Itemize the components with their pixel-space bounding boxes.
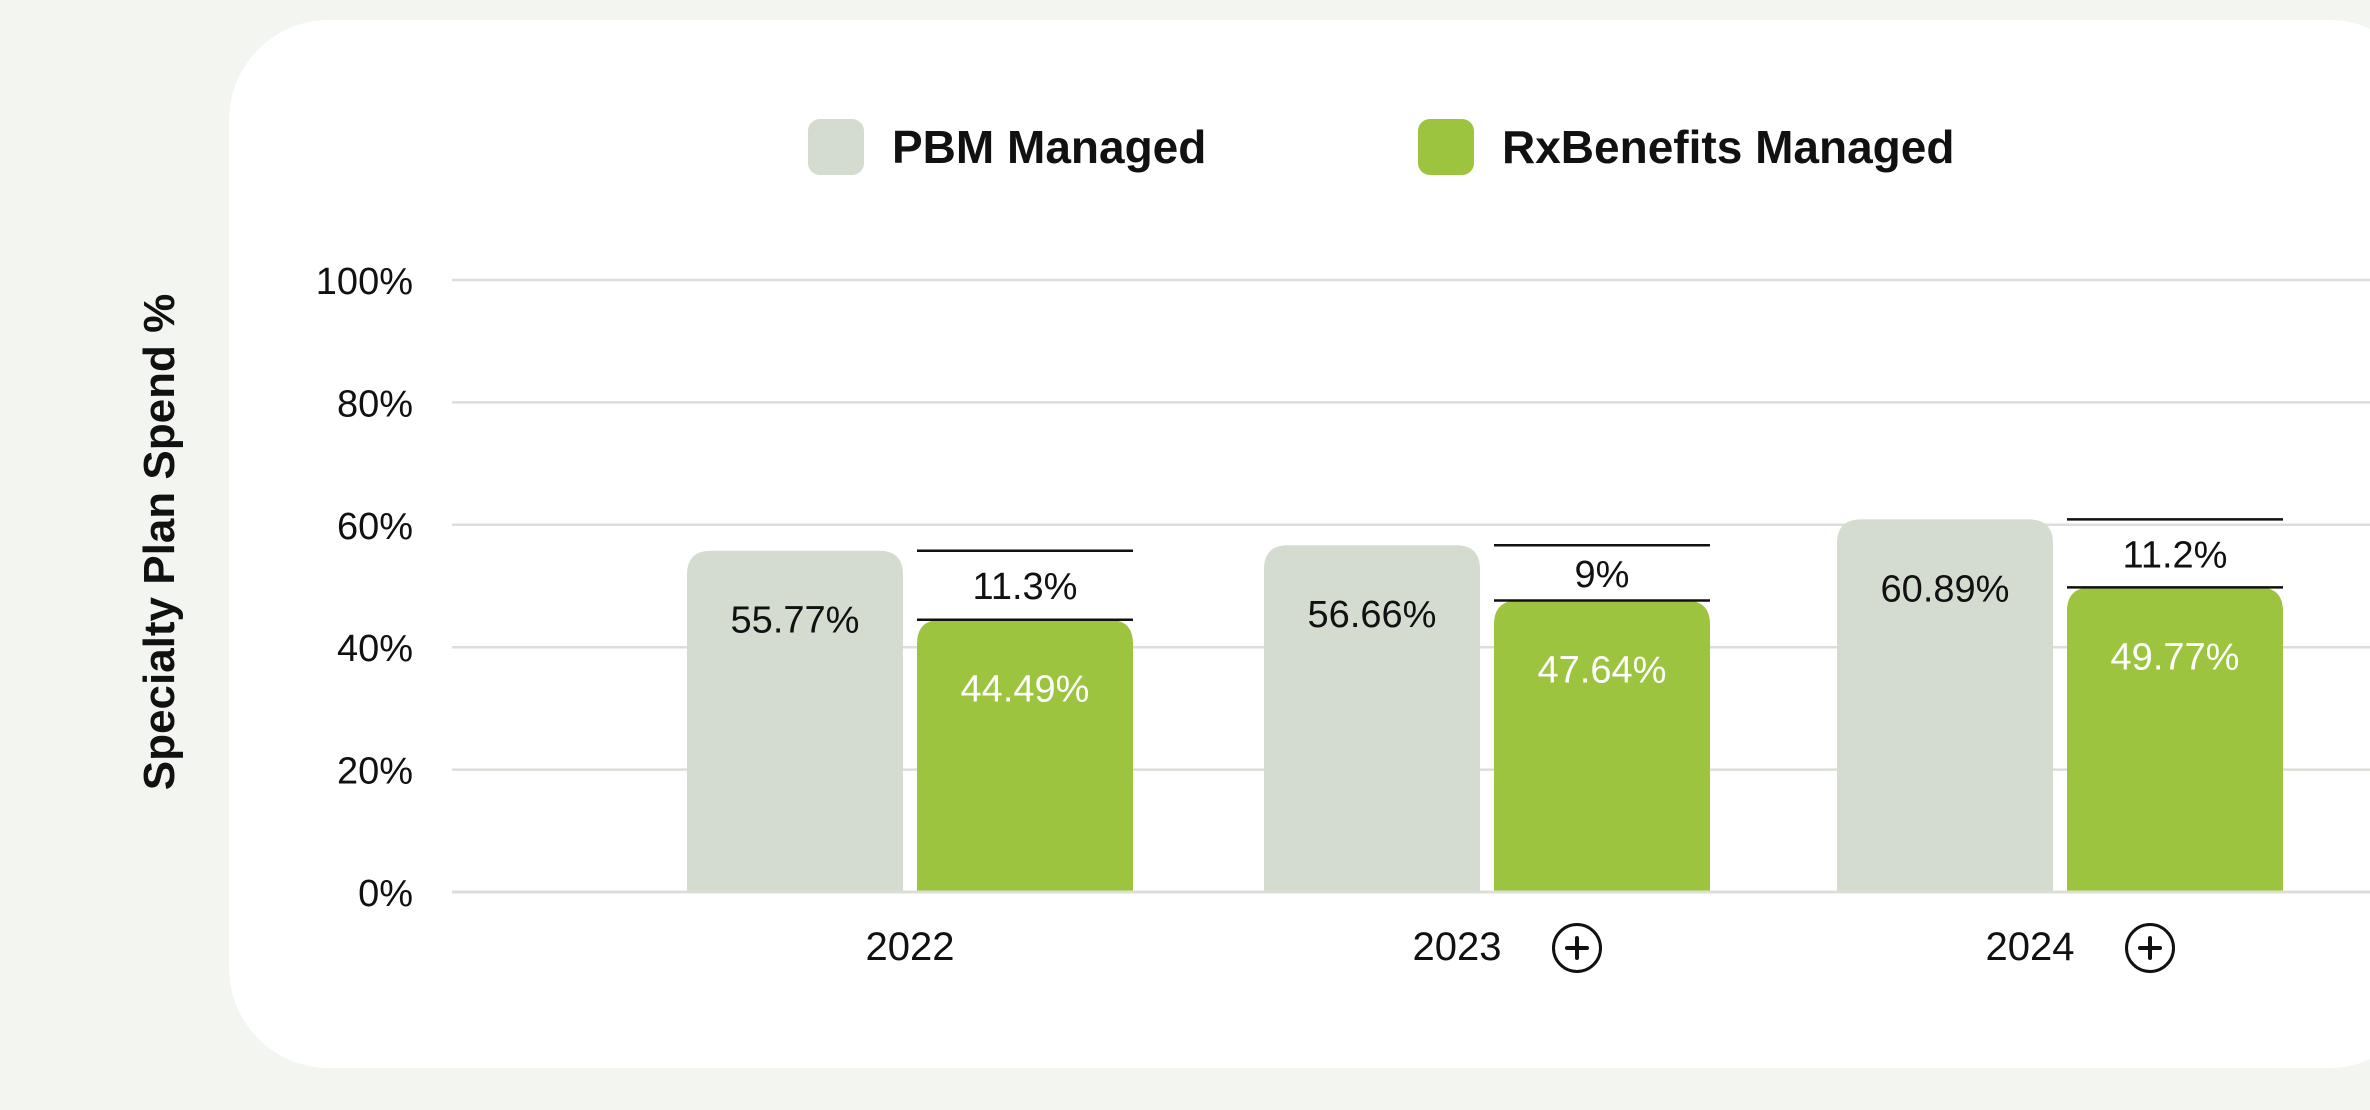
plus-circle-icon — [1565, 936, 1589, 960]
y-axis-label: Specialty Plan Spend % — [135, 294, 184, 790]
plus-circle-icon — [2138, 936, 2162, 960]
bar-rx — [2067, 587, 2283, 892]
legend-swatch-pbm — [808, 119, 864, 175]
bar-value-label-rx: 44.49% — [961, 669, 1090, 711]
x-tick-label: 2024 — [1986, 925, 2075, 969]
legend-item-rx: RxBenefits Managed — [1418, 118, 1954, 176]
legend-label-rx: RxBenefits Managed — [1502, 121, 1955, 173]
y-tick-label: 80% — [337, 383, 413, 425]
legend-swatch-rx — [1418, 119, 1474, 175]
bar-rx — [1494, 600, 1710, 892]
y-tick-label: 100% — [316, 261, 413, 303]
expand-year-button[interactable] — [1552, 923, 1602, 973]
bar-value-label-pbm: 60.89% — [1881, 568, 2010, 610]
difference-label: 11.3% — [973, 566, 1078, 608]
expand-year-button[interactable] — [2125, 923, 2175, 973]
bar-pbm — [687, 550, 903, 892]
y-tick-label: 0% — [358, 873, 413, 915]
y-tick-label: 40% — [337, 628, 413, 670]
bar-value-label-pbm: 56.66% — [1308, 594, 1437, 636]
bar-pbm — [1264, 545, 1480, 892]
x-tick-label: 2023 — [1413, 925, 1502, 969]
y-tick-label: 60% — [337, 506, 413, 548]
bar-value-label-pbm: 55.77% — [731, 600, 860, 642]
legend-label-pbm: PBM Managed — [892, 121, 1207, 173]
x-tick-label: 2022 — [866, 925, 955, 969]
bar-rx — [917, 619, 1133, 892]
y-tick-label: 20% — [337, 751, 413, 793]
legend-item-pbm: PBM Managed — [808, 118, 1206, 176]
difference-label: 9% — [1575, 554, 1630, 596]
bar-value-label-rx: 47.64% — [1538, 649, 1667, 691]
difference-label: 11.2% — [2123, 534, 2228, 576]
bar-value-label-rx: 49.77% — [2111, 636, 2240, 678]
bar-pbm — [1837, 519, 2053, 892]
